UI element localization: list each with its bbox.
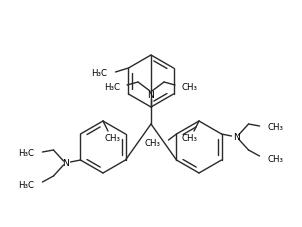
Text: CH₃: CH₃ <box>268 155 284 164</box>
Text: N: N <box>62 159 69 168</box>
Text: CH₃: CH₃ <box>268 123 284 132</box>
Text: N: N <box>148 90 154 99</box>
Text: H₃C: H₃C <box>92 69 108 78</box>
Text: H₃C: H₃C <box>18 181 34 190</box>
Text: CH₃: CH₃ <box>144 139 160 148</box>
Text: CH₃: CH₃ <box>182 134 198 143</box>
Text: CH₃: CH₃ <box>104 134 120 143</box>
Text: N: N <box>233 133 240 142</box>
Text: H₃C: H₃C <box>104 82 120 91</box>
Text: H₃C: H₃C <box>18 149 34 158</box>
Text: CH₃: CH₃ <box>182 82 198 91</box>
